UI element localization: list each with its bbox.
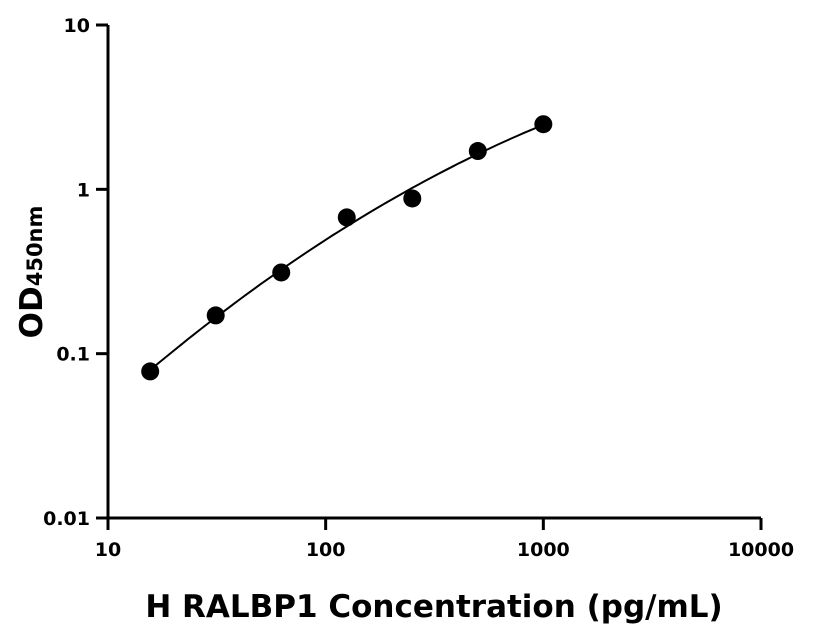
y-tick-label: 0.1: [56, 344, 90, 366]
y-axis-label: OD450nm: [14, 206, 50, 339]
data-point: [468, 142, 487, 161]
x-tick-label: 100: [306, 539, 346, 561]
y-tick-label: 1: [77, 179, 90, 201]
x-tick-label: 10: [95, 539, 121, 561]
data-point: [272, 263, 291, 282]
y-tick-label: 10: [64, 15, 90, 37]
data-point: [403, 189, 422, 208]
data-point: [206, 306, 225, 325]
data-point: [337, 208, 356, 227]
y-axis-label-sub: 450nm: [23, 206, 47, 287]
y-tick-label: 0.01: [43, 508, 90, 530]
axes: 10 100 1000 10000 0.01 0.1 1 10: [43, 15, 794, 561]
x-tick-label: 1000: [517, 539, 570, 561]
data-points: [141, 115, 553, 381]
data-point: [534, 115, 553, 134]
x-axis-label: H RALBP1 Concentration (pg/mL): [145, 589, 722, 625]
y-axis-label-main: OD: [14, 286, 50, 338]
x-tick-label: 10000: [728, 539, 794, 561]
data-point: [141, 362, 160, 381]
fit-curve: [147, 123, 544, 373]
